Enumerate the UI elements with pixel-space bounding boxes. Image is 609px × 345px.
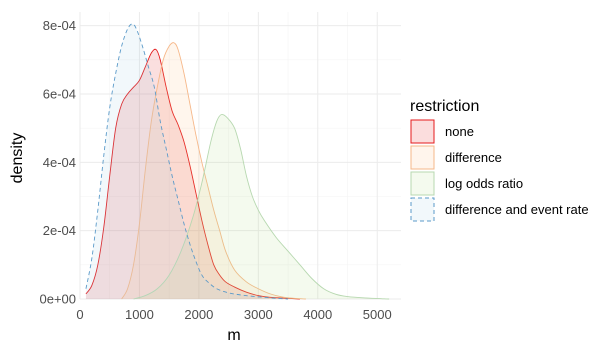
x-tick-label: 2000 xyxy=(184,307,213,322)
legend-title: restriction xyxy=(410,98,479,115)
density-area-difference-and-event-rate xyxy=(85,23,289,300)
legend-swatch xyxy=(410,145,435,170)
y-tick-label: 2e-04 xyxy=(43,223,76,238)
y-tick-label: 0e+00 xyxy=(39,292,76,307)
density-area-log-odds-ratio xyxy=(133,114,390,299)
x-tick-label: 4000 xyxy=(303,307,332,322)
x-axis-title: m xyxy=(227,327,240,344)
x-tick-label: 0 xyxy=(76,307,83,322)
legend-swatch xyxy=(410,171,435,196)
density-areas xyxy=(85,23,390,300)
x-tick-label: 5000 xyxy=(363,307,392,322)
y-axis-title: density xyxy=(9,133,26,184)
density-line-difference-and-event-rate xyxy=(85,23,289,300)
legend: restriction none difference log odds ratio… xyxy=(410,98,589,222)
density-line-log-odds-ratio xyxy=(133,113,390,300)
legend-entry-label: none xyxy=(445,124,474,139)
x-tick-label: 3000 xyxy=(244,307,273,322)
density-line-none xyxy=(85,48,300,300)
x-tick-label: 1000 xyxy=(125,307,154,322)
legend-swatch xyxy=(410,197,435,222)
density-area-difference xyxy=(121,42,306,300)
density-area-none xyxy=(85,49,300,299)
y-tick-label: 8e-04 xyxy=(43,18,76,33)
y-axis: 0e+00 2e-04 4e-04 6e-04 8e-04 xyxy=(39,18,76,306)
legend-entry-label: log odds ratio xyxy=(445,176,523,191)
density-line-difference xyxy=(121,42,306,300)
legend-swatch xyxy=(410,119,435,144)
y-tick-label: 4e-04 xyxy=(43,155,76,170)
x-axis: 0 1000 2000 3000 4000 5000 xyxy=(76,307,391,322)
legend-entry-label: difference and event rate xyxy=(445,202,589,217)
y-tick-label: 6e-04 xyxy=(43,87,76,102)
legend-entry-label: difference xyxy=(445,150,502,165)
